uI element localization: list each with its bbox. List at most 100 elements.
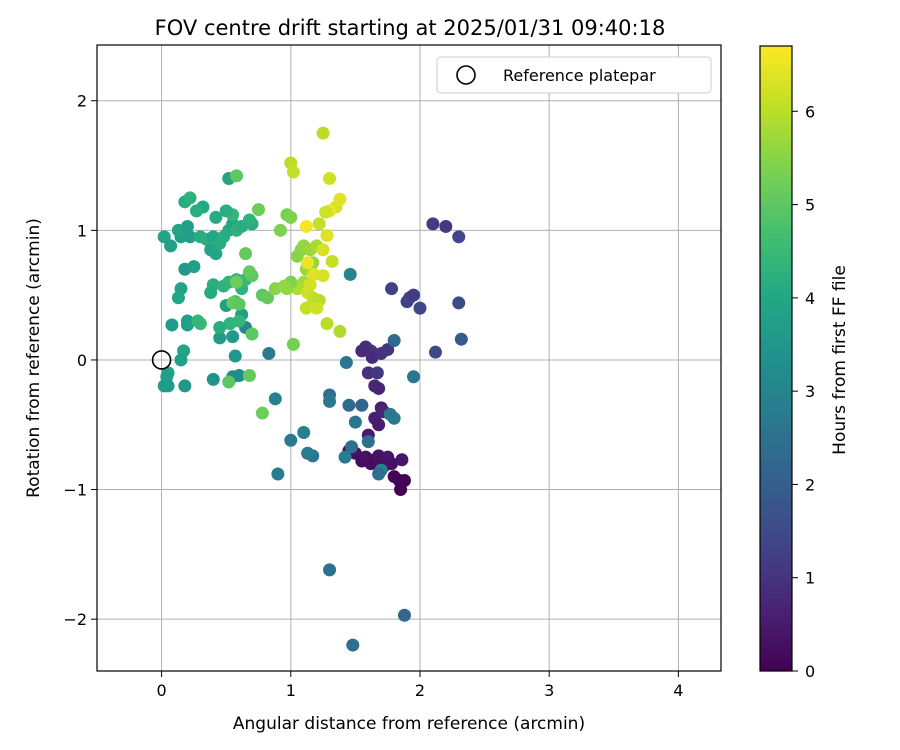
legend-marker-reference <box>456 65 476 85</box>
data-point <box>255 406 269 420</box>
y-tick-label: 2 <box>77 92 87 111</box>
grid-lines <box>97 45 721 671</box>
data-point <box>372 467 386 481</box>
data-point <box>385 457 399 471</box>
reference-platepar-marker <box>151 350 172 370</box>
data-point <box>361 366 375 380</box>
chart-title: FOV centre drift starting at 2025/01/31 … <box>155 16 666 40</box>
x-tick-label: 3 <box>544 681 554 700</box>
data-point <box>228 349 242 363</box>
data-point <box>286 165 300 179</box>
data-point <box>301 446 315 460</box>
data-point <box>333 324 347 338</box>
data-point <box>342 398 356 412</box>
y-tick-label: −2 <box>63 610 87 629</box>
colorbar-label: Hours from first FF file <box>830 265 850 455</box>
data-point <box>320 317 334 331</box>
data-point <box>230 169 244 183</box>
data-point <box>297 426 311 440</box>
data-point <box>333 192 347 206</box>
data-point <box>439 219 453 233</box>
data-point <box>355 398 369 412</box>
data-point <box>397 473 411 487</box>
data-point <box>219 204 233 218</box>
legend-entry-reference: Reference platepar <box>503 66 656 85</box>
x-tick-label: 1 <box>286 681 296 700</box>
data-points <box>157 126 468 652</box>
colorbar-tick-label: 3 <box>805 382 815 401</box>
data-point <box>299 219 313 233</box>
data-point <box>242 265 256 279</box>
data-point <box>312 217 326 231</box>
data-point <box>338 450 352 464</box>
data-point <box>209 247 223 261</box>
x-tick-label: 4 <box>673 681 683 700</box>
data-point <box>242 368 256 382</box>
data-point <box>428 345 442 359</box>
data-point <box>316 269 330 283</box>
data-point <box>180 314 194 328</box>
colorbar-tick-label: 5 <box>805 196 815 215</box>
data-point <box>174 353 188 367</box>
colorbar-tick-label: 2 <box>805 475 815 494</box>
data-point <box>454 332 468 346</box>
data-point <box>383 407 397 421</box>
x-tick-label: 2 <box>415 681 425 700</box>
data-point <box>372 381 386 395</box>
data-point <box>161 379 175 393</box>
data-point <box>183 191 197 205</box>
data-point <box>157 230 171 244</box>
data-point <box>301 256 315 270</box>
colorbar-gradient <box>759 45 793 672</box>
data-point <box>413 301 427 315</box>
data-point <box>183 230 197 244</box>
data-point <box>268 392 282 406</box>
data-point <box>251 203 265 217</box>
x-axis-ticks: 0 1 2 3 4 <box>157 671 683 700</box>
data-point <box>385 282 399 296</box>
data-point <box>164 239 178 253</box>
data-point <box>209 210 223 224</box>
data-point <box>191 314 205 328</box>
colorbar-ticks: 0 1 2 3 4 5 6 <box>792 102 815 681</box>
data-point <box>346 638 360 652</box>
data-point <box>230 275 244 289</box>
data-point <box>387 334 401 348</box>
data-point <box>180 219 194 233</box>
x-axis-label: Angular distance from reference (arcmin) <box>233 714 585 734</box>
data-point <box>345 440 359 454</box>
plot-frame <box>96 44 722 672</box>
colorbar-tick-label: 4 <box>805 289 815 308</box>
data-point <box>355 344 369 358</box>
data-point <box>232 297 246 311</box>
y-axis-label: Rotation from reference (arcmin) <box>24 218 44 498</box>
x-tick-label: 0 <box>157 681 167 700</box>
colorbar-tick-label: 1 <box>805 569 815 588</box>
data-point <box>407 288 421 302</box>
data-point <box>213 321 227 335</box>
y-axis-ticks: 2 1 0 −1 −2 <box>63 92 97 629</box>
data-point <box>284 433 298 447</box>
data-point <box>397 608 411 622</box>
legend: Reference platepar <box>436 56 712 94</box>
data-point <box>310 301 324 315</box>
data-point <box>339 356 353 370</box>
data-point <box>372 418 386 432</box>
data-point <box>284 210 298 224</box>
y-tick-label: −1 <box>63 481 87 500</box>
data-point <box>395 453 409 467</box>
data-point <box>165 318 179 332</box>
data-point <box>245 327 259 341</box>
data-point <box>320 229 334 243</box>
y-tick-label: 0 <box>77 351 87 370</box>
data-point <box>242 213 256 227</box>
colorbar-tick-label: 0 <box>805 662 815 681</box>
data-point <box>171 291 185 305</box>
data-point <box>343 267 357 281</box>
data-point <box>452 296 466 310</box>
data-point <box>273 223 287 237</box>
data-point <box>222 375 236 389</box>
data-point <box>323 171 337 185</box>
data-point <box>226 330 240 344</box>
data-point <box>178 379 192 393</box>
